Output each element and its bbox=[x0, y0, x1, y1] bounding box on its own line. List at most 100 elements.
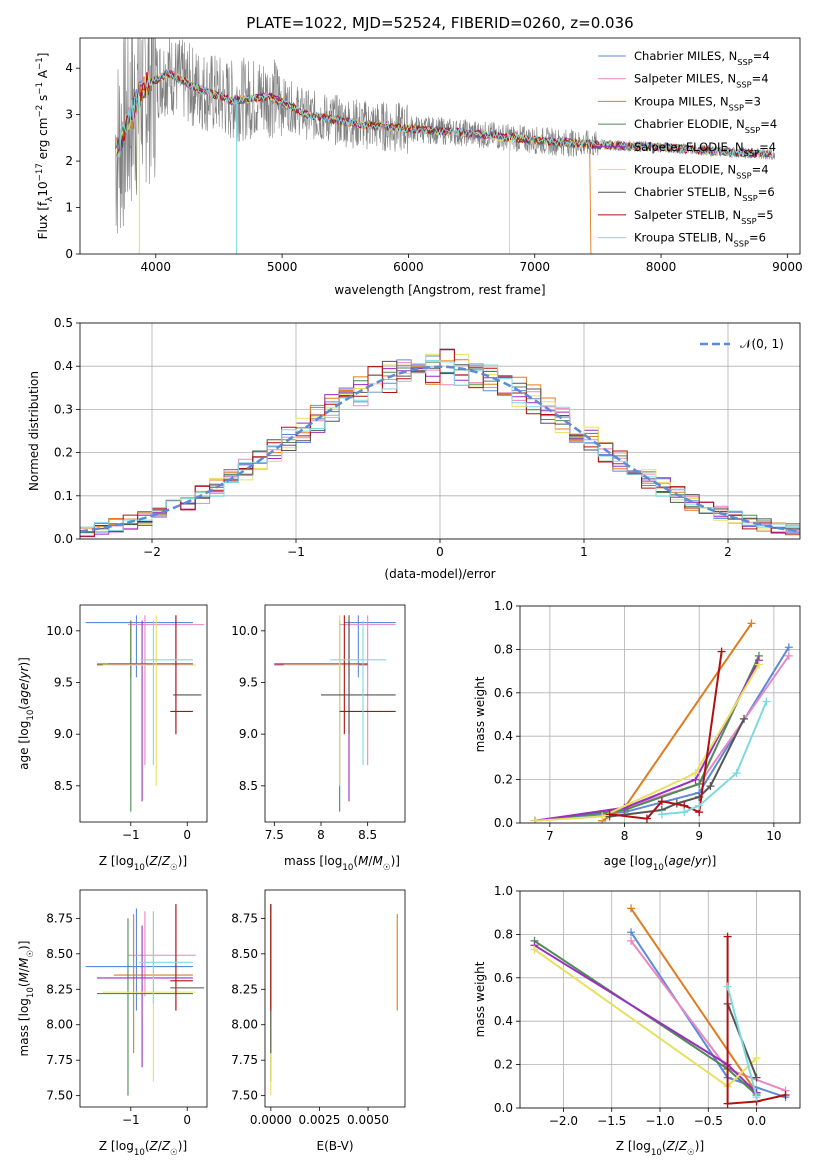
weight-line bbox=[726, 936, 786, 1105]
axes-frame bbox=[519, 605, 801, 824]
y-tick-label: 7.75 bbox=[46, 1053, 73, 1067]
figure-title: PLATE=1022, MJD=52524, FIBERID=0260, z=0… bbox=[246, 14, 633, 32]
y-tick-label: 0.4 bbox=[54, 359, 73, 373]
label-part: 10 bbox=[651, 1148, 662, 1158]
y-tick-label: 8.5 bbox=[239, 779, 258, 793]
x-tick-label: −2 bbox=[143, 545, 161, 559]
label-part: Z bbox=[149, 854, 159, 868]
label-part: =4 bbox=[759, 140, 776, 154]
label-part: ] bbox=[36, 53, 50, 58]
x-tick-label: 0.0 bbox=[747, 1114, 766, 1128]
label-part: Z bbox=[666, 1139, 676, 1153]
label-part: yr bbox=[17, 665, 31, 679]
x-axis-label: Z [log10(Z/Z☉)] bbox=[99, 854, 187, 873]
label-part: mass [log bbox=[284, 854, 342, 868]
label-part: ☉ bbox=[383, 863, 391, 873]
legend-label: Salpeter STELIB, NSSP=5 bbox=[634, 208, 774, 226]
y-tick-label: 0.8 bbox=[494, 642, 513, 656]
label-part: 10 bbox=[36, 181, 50, 196]
weight-line bbox=[726, 986, 758, 1098]
y-tick-label: 0.1 bbox=[54, 489, 73, 503]
label-part: ( bbox=[17, 982, 31, 987]
label-part: )] bbox=[707, 854, 716, 868]
weight-marker bbox=[530, 816, 539, 823]
y-tick-label: 9.5 bbox=[54, 676, 73, 690]
label-part: SSP bbox=[734, 239, 749, 249]
label-part: =4 bbox=[760, 117, 777, 131]
weight-marker bbox=[657, 810, 666, 819]
x-tick-label: 8.5 bbox=[358, 828, 377, 842]
x-axis-label: E(B-V) bbox=[316, 1139, 353, 1153]
legend-label: Chabrier MILES, NSSP=4 bbox=[634, 49, 770, 67]
weight-line bbox=[609, 651, 723, 820]
label-part: A bbox=[36, 69, 50, 82]
weight-marker bbox=[691, 769, 700, 778]
weight-marker bbox=[747, 619, 756, 628]
x-axis-label: wavelength [Angstrom, rest frame] bbox=[334, 283, 545, 297]
label-part: ( bbox=[664, 854, 669, 868]
legend-label: Chabrier STELIB, NSSP=6 bbox=[634, 185, 775, 203]
label-part: Flux [f bbox=[36, 201, 50, 239]
x-tick-label: 4000 bbox=[141, 260, 172, 274]
plot-area bbox=[530, 904, 790, 1108]
y-tick-label: 0.2 bbox=[54, 446, 73, 460]
label-part: age [log bbox=[17, 721, 31, 770]
y-tick-label: 0.0 bbox=[54, 532, 73, 546]
weight-marker bbox=[627, 936, 636, 945]
weight-marker bbox=[627, 904, 636, 913]
x-tick-label: 0 bbox=[436, 545, 444, 559]
y-tick-label: 0.2 bbox=[494, 773, 513, 787]
x-tick-label: 0 bbox=[183, 1113, 191, 1127]
label-part: ☉ bbox=[170, 863, 178, 873]
label-part: / bbox=[17, 678, 31, 683]
label-part: ( bbox=[17, 705, 31, 710]
label-part: / bbox=[368, 854, 373, 868]
axes-frame bbox=[79, 889, 208, 1108]
x-tick-label: 0 bbox=[183, 828, 191, 842]
label-part: SSP bbox=[729, 102, 744, 112]
label-part: Salpeter MILES, N bbox=[634, 72, 736, 86]
x-tick-label: 0.0000 bbox=[250, 1113, 292, 1127]
label-part: age bbox=[669, 854, 691, 868]
label-part: −2 bbox=[35, 105, 45, 118]
y-tick-label: 8.25 bbox=[231, 982, 258, 996]
axes-frame bbox=[79, 604, 208, 823]
weight-marker bbox=[784, 651, 793, 660]
label-part: / bbox=[17, 967, 31, 972]
x-axis-label: Z [log10(Z/Z☉)] bbox=[616, 1139, 704, 1158]
x-tick-label: 8 bbox=[317, 828, 325, 842]
label-part: =4 bbox=[752, 72, 769, 86]
weight-marker bbox=[627, 928, 636, 937]
weight-marker bbox=[723, 982, 732, 991]
axes-frame bbox=[264, 604, 406, 823]
weight-marker bbox=[784, 643, 793, 652]
y-tick-label: 1 bbox=[65, 201, 73, 215]
x-tick-label: 9000 bbox=[772, 260, 803, 274]
y-tick-label: 2 bbox=[65, 154, 73, 168]
y-axis-label: mass weight bbox=[473, 961, 487, 1037]
x-tick-label: −1 bbox=[122, 1113, 140, 1127]
label-part: Salpeter STELIB, N bbox=[634, 208, 741, 222]
label-part: age bbox=[17, 683, 31, 705]
weight-marker bbox=[605, 810, 614, 819]
x-tick-label: −1.5 bbox=[597, 1114, 626, 1128]
label-part: ( bbox=[145, 854, 150, 868]
label-part: 10 bbox=[653, 863, 664, 873]
legend-label: 𝒩(0, 1) bbox=[740, 337, 784, 351]
y-tick-label: 0.6 bbox=[494, 971, 513, 985]
label-part: / bbox=[158, 1139, 163, 1153]
y-tick-label: 4 bbox=[65, 61, 73, 75]
weight-marker bbox=[723, 932, 732, 941]
y-axis-label: Normed distribution bbox=[27, 371, 41, 491]
y-tick-label: 8.50 bbox=[231, 947, 258, 961]
label-part: Kroupa ELODIE, N bbox=[634, 163, 736, 177]
label-part: ☉ bbox=[170, 1148, 178, 1158]
label-part: )] bbox=[178, 1139, 187, 1153]
weight-marker bbox=[657, 797, 666, 806]
gaussian-curve bbox=[80, 365, 800, 533]
x-axis-label: (data-model)/error bbox=[384, 567, 495, 581]
y-tick-label: 7.50 bbox=[231, 1089, 258, 1103]
weight-marker bbox=[752, 1093, 761, 1102]
axes-weight-Z: −2.0 −1.5 −1.0 −0.5 0.0 0.0 0.2 0.4 0.6 0.8 1.0 bbox=[494, 884, 801, 1128]
